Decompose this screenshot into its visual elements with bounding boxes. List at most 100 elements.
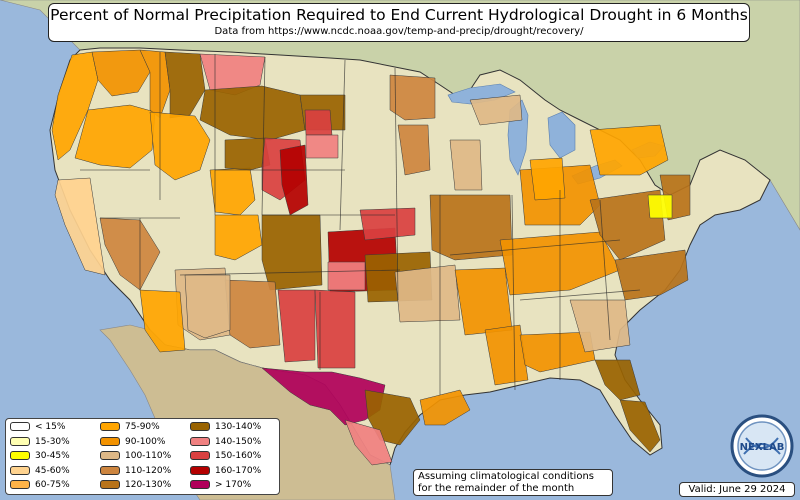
legend-label: 130-140%: [215, 422, 262, 432]
legend-swatch: [190, 422, 210, 431]
drought-region-colorado-west: [214, 214, 263, 261]
drought-region-nebraska-south: [359, 207, 416, 241]
state-border: [394, 67, 399, 301]
state-border: [599, 199, 611, 341]
drought-region-missouri-south: [394, 264, 461, 323]
assumption-note-line: Assuming climatological conditions: [418, 471, 594, 482]
drought-region-michigan-lower: [529, 157, 566, 201]
legend-item: < 15%: [10, 422, 65, 433]
legend-label: 140-150%: [215, 436, 262, 447]
drought-regions: [51, 49, 691, 466]
legend-item: 150-160%: [190, 451, 261, 462]
drought-region-virginia-dc: [647, 194, 673, 219]
legend-item: 75-90%: [100, 422, 160, 433]
drought-region-appalachia: [589, 189, 666, 261]
map-title: Percent of Normal Precipitation Required…: [50, 6, 748, 24]
drought-region-oklahoma-panhandle: [327, 261, 366, 291]
drought-region-iowa-missouri: [429, 194, 513, 261]
legend-item: 140-150%: [190, 436, 262, 448]
drought-region-new-mexico-east: [277, 289, 316, 363]
map-subtitle: Data from https://www.ncdc.noaa.gov/temp…: [214, 26, 584, 37]
legend-swatch: [100, 465, 120, 475]
legend-item: 30-45%: [10, 451, 70, 462]
drought-region-wyoming-southeast: [279, 144, 309, 216]
legend-label: 60-75%: [35, 480, 70, 490]
legend-item: 60-75%: [10, 480, 70, 491]
drought-region-texas-panhandle: [314, 289, 356, 369]
legend-swatch: [100, 480, 120, 489]
drought-region-mississippi-valley: [484, 324, 529, 386]
drought-region-idaho-central: [149, 111, 211, 181]
legend-item: 130-140%: [190, 422, 261, 433]
legend-item: > 170%: [190, 480, 251, 491]
legend-swatch: [10, 436, 30, 446]
legend-item: 110-120%: [100, 465, 172, 477]
drought-region-michigan-upper: [469, 94, 523, 126]
legend-item: 15-30%: [10, 436, 70, 448]
lake: [547, 111, 576, 159]
legend-item: 45-60%: [10, 465, 70, 477]
drought-region-arizona-east: [184, 274, 231, 339]
lake: [447, 83, 516, 105]
legend-label: 45-60%: [35, 465, 70, 476]
state-border: [519, 289, 641, 301]
drought-region-south-texas-tip: [344, 419, 393, 466]
assumption-note: Assuming climatological conditions for t…: [413, 469, 613, 496]
valid-date: Valid: June 29 2024: [679, 482, 795, 497]
logo-text: NEXLAB: [740, 442, 785, 453]
legend-swatch: [10, 465, 30, 475]
legend-label: 160-170%: [215, 465, 262, 476]
legend-swatch: [190, 480, 210, 489]
legend-label: 15-30%: [35, 436, 70, 447]
drought-region-montana-central: [199, 85, 306, 141]
drought-region-south-dakota-pink: [305, 134, 339, 159]
drought-region-texas-coast: [419, 389, 471, 426]
legend-swatch: [190, 465, 210, 475]
state-border: [339, 59, 346, 231]
drought-region-new-york-pennsylvania: [589, 124, 669, 176]
legend-swatch: [100, 451, 120, 460]
legend-label: 150-160%: [215, 451, 262, 461]
drought-region-south-dakota-red: [304, 109, 333, 136]
drought-region-carolinas: [614, 249, 689, 301]
drought-region-northern-california: [54, 177, 106, 276]
drought-region-north-dakota-east: [389, 74, 436, 121]
legend-swatch: [100, 422, 120, 431]
state-border: [449, 239, 621, 256]
drought-region-gulf-coast: [519, 331, 596, 373]
state-border: [511, 194, 516, 391]
drought-region-florida-south: [619, 399, 661, 453]
legend-swatch: [190, 451, 210, 460]
legend-label: > 170%: [215, 480, 252, 490]
legend-label: 30-45%: [35, 451, 70, 461]
legend-item: 90-100%: [100, 436, 166, 448]
drought-region-wyoming-west: [224, 137, 271, 171]
legend: < 15% 15-30% 30-45% 45-60% 60-75% 75-90% 90-10…: [5, 418, 280, 495]
great-lakes: [447, 83, 665, 185]
drought-region-arizona-south: [139, 289, 186, 353]
legend-label: 90-100%: [125, 436, 166, 447]
legend-swatch: [10, 480, 30, 489]
drought-region-minnesota-west: [397, 124, 431, 176]
drought-region-wisconsin-east: [449, 139, 483, 191]
legend-label: 120-130%: [125, 480, 172, 490]
legend-item: 120-130%: [100, 480, 171, 491]
legend-label: 100-110%: [125, 451, 172, 461]
legend-swatch: [10, 451, 30, 460]
drought-region-florida-north: [594, 359, 641, 401]
state-borders: [80, 52, 641, 395]
nexlab-logo: NEXLAB: [730, 414, 794, 478]
legend-swatch: [190, 436, 210, 446]
assumption-note-line: for the remainder of the month: [418, 483, 575, 494]
legend-item: 160-170%: [190, 465, 262, 477]
state-border: [179, 269, 401, 276]
legend-item: 100-110%: [100, 451, 171, 462]
legend-label: < 15%: [35, 422, 66, 432]
legend-label: 75-90%: [125, 422, 160, 432]
legend-swatch: [100, 436, 120, 446]
legend-label: 110-120%: [125, 465, 172, 476]
drought-region-arkansas-louisiana: [454, 267, 513, 336]
state-border: [261, 56, 266, 216]
